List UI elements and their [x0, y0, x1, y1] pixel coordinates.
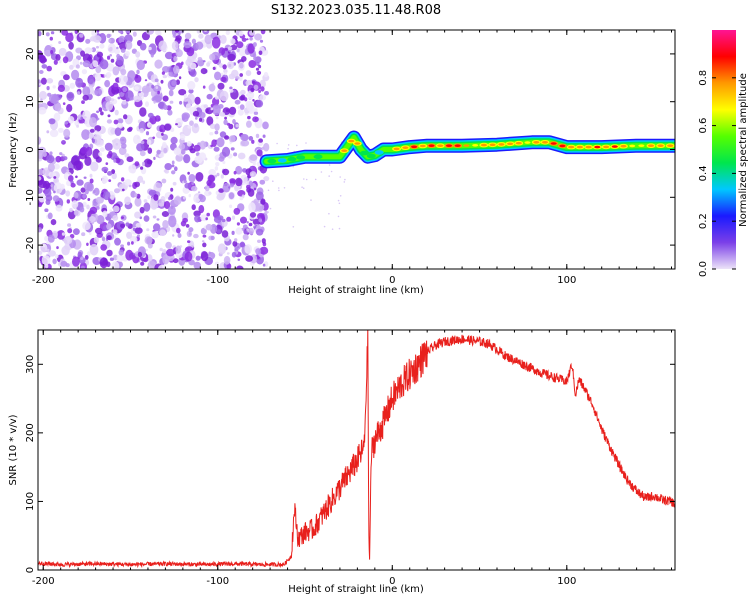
colorbar-tick-label: 0.0 [698, 261, 709, 277]
snr-y-tick-label: 100 [25, 492, 36, 511]
snr-y-tick-label: 0 [25, 567, 36, 573]
snr-x-tick-label: 0 [389, 576, 395, 587]
spectrogram-x-tick-label: 100 [557, 275, 576, 286]
spectrogram-noise [38, 30, 346, 269]
spectrogram-x-tick-label: 0 [389, 275, 395, 286]
spectrogram-y-tick-label: 0 [25, 146, 36, 152]
colorbar-label: Normalized spectral amplitude [738, 73, 749, 227]
snr-y-tick-label: 200 [25, 423, 36, 442]
spectrogram-x-tick-label: -200 [32, 275, 55, 286]
spectrogram-y-label: Frequency (Hz) [8, 112, 19, 188]
colorbar-bar [712, 30, 736, 269]
snr-y-label: SNR (10 * v/v) [8, 414, 19, 485]
spectrogram-y-tick-label: 10 [25, 95, 36, 108]
colorbar-tick-label: 0.8 [698, 70, 709, 86]
colorbar-tick-label: 0.4 [698, 165, 709, 181]
colorbar-ticks: 0.0 0.2 0.4 0.6 0.8 [698, 70, 736, 277]
snr-frame [37, 329, 676, 571]
snr-x-tick-label: 100 [557, 576, 576, 587]
snr-panel: -200 -100 0 100 0 100 200 300 Height of straigh… [8, 329, 676, 595]
spectrogram-x-label: Height of straight line (km) [288, 285, 424, 296]
colorbar-tick-label: 0.6 [698, 118, 709, 134]
snr-x-tick-label: -200 [32, 576, 55, 587]
spectrogram-y-tick-label: -20 [25, 237, 36, 253]
spectrogram-y-tick-label: -10 [25, 189, 36, 205]
colorbar: 0.0 0.2 0.4 0.6 0.8 Normalized spectral ampl… [698, 30, 749, 277]
snr-line [38, 330, 675, 569]
spectrogram-y-tick-label: 20 [25, 48, 36, 61]
spectrogram-x-tick-label: -100 [206, 275, 229, 286]
snr-x-tick-label: -100 [206, 576, 229, 587]
spectrogram-signal-track [259, 130, 675, 169]
snr-y-tick-label: 300 [25, 355, 36, 374]
colorbar-tick-label: 0.2 [698, 213, 709, 229]
snr-ticks: -200 -100 0 100 0 100 200 300 [25, 330, 675, 587]
figure-title: S132.2023.035.11.48.R08 [271, 3, 441, 18]
snr-x-label: Height of straight line (km) [288, 584, 424, 595]
